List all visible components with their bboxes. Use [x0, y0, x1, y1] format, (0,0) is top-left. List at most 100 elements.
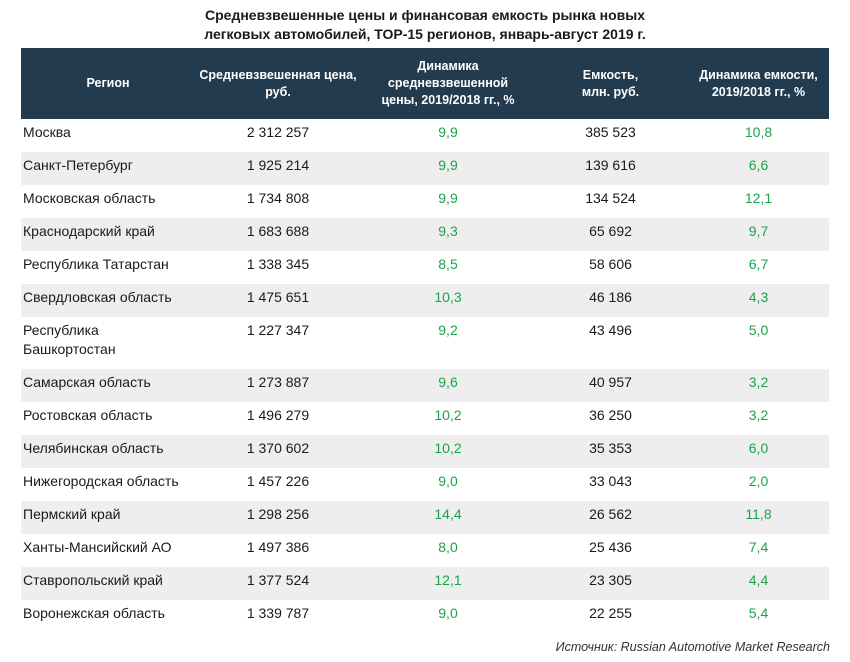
- cell-capacity: 26 562: [589, 506, 632, 522]
- table-body: Москва 2 312 257 9,9 385 523 10,8 Санкт-Петер…: [21, 119, 829, 633]
- cell-price: 1 497 386: [246, 539, 310, 555]
- table-row: Ставропольский край 1 377 524 12,1 23 305 4,…: [21, 567, 829, 600]
- cell-price-dynamics: 9,2: [438, 322, 458, 338]
- cell-price: 1 475 651: [246, 289, 310, 305]
- cell-capacity: 43 496: [589, 322, 632, 338]
- cell-price-dynamics: 9,6: [438, 374, 458, 390]
- cell-region: Пермский край: [23, 506, 121, 522]
- header-price: Средневзвешенная цена, руб.: [199, 67, 357, 99]
- cell-price-dynamics: 9,3: [438, 223, 458, 239]
- cell-capacity-dynamics: 5,0: [748, 322, 769, 338]
- cell-region: Нижегородская область: [23, 473, 179, 489]
- cell-price: 1 734 808: [246, 190, 310, 206]
- cell-price-dynamics: 12,1: [434, 572, 462, 588]
- cell-price: 1 338 345: [246, 256, 310, 272]
- table-row: Республика Татарстан 1 338 345 8,5 58 606 6,…: [21, 251, 829, 284]
- header-price-dynamics: Динамика средневзвешенной цены, 2019/201…: [381, 59, 515, 107]
- table-title: Средневзвешенные цены и финансовая емкос…: [0, 6, 850, 44]
- cell-price: 2 312 257: [246, 124, 310, 140]
- table-header: Регион Средневзвешенная цена, руб. Динам…: [21, 48, 829, 119]
- cell-capacity-dynamics: 4,4: [748, 572, 769, 588]
- cell-region: Санкт-Петербург: [23, 157, 133, 173]
- cell-region: Самарская область: [23, 374, 151, 390]
- table-row: Московская область 1 734 808 9,9 134 524 12,…: [21, 185, 829, 218]
- cell-capacity-dynamics: 11,8: [745, 506, 772, 522]
- cell-price: 1 496 279: [246, 407, 310, 423]
- regions-table: Регион Средневзвешенная цена, руб. Динам…: [21, 48, 829, 633]
- cell-capacity-dynamics: 3,2: [748, 374, 769, 390]
- cell-price-dynamics: 8,5: [438, 256, 458, 272]
- cell-region: Республика Татарстан: [23, 256, 169, 272]
- cell-capacity: 23 305: [589, 572, 632, 588]
- cell-capacity-dynamics: 7,4: [748, 539, 769, 555]
- header-capacity-dynamics: Динамика емкости, 2019/2018 гг., %: [699, 67, 818, 99]
- cell-price-dynamics: 9,9: [438, 124, 458, 140]
- table-row: Санкт-Петербург 1 925 214 9,9 139 616 6,6: [21, 152, 829, 185]
- cell-price: 1 339 787: [246, 605, 310, 621]
- header-capacity: Емкость, млн. руб.: [581, 67, 640, 99]
- cell-price-dynamics: 10,3: [434, 289, 462, 305]
- cell-price: 1 273 887: [246, 374, 310, 390]
- table-row: Свердловская область 1 475 651 10,3 46 186 4…: [21, 284, 829, 317]
- cell-capacity-dynamics: 3,2: [748, 407, 769, 423]
- cell-region: Свердловская область: [23, 289, 172, 305]
- cell-capacity: 58 606: [589, 256, 632, 272]
- cell-capacity: 22 255: [589, 605, 632, 621]
- cell-price-dynamics: 9,0: [438, 473, 458, 489]
- cell-capacity: 385 523: [585, 124, 636, 140]
- cell-capacity-dynamics: 6,6: [748, 157, 769, 173]
- table-row: Краснодарский край 1 683 688 9,3 65 692 9,7: [21, 218, 829, 251]
- cell-price: 1 457 226: [246, 473, 310, 489]
- cell-capacity: 35 353: [589, 440, 632, 456]
- cell-capacity: 40 957: [589, 374, 632, 390]
- cell-region: Ставропольский край: [23, 572, 163, 588]
- table-row: Челябинская область 1 370 602 10,2 35 353 6,…: [21, 435, 829, 468]
- table-row: Самарская область 1 273 887 9,6 40 957 3,2: [21, 369, 829, 402]
- cell-region: Краснодарский край: [23, 223, 155, 239]
- cell-price: 1 298 256: [246, 506, 310, 522]
- cell-capacity: 46 186: [589, 289, 632, 305]
- cell-price-dynamics: 8,0: [438, 539, 458, 555]
- cell-capacity: 139 616: [585, 157, 636, 173]
- cell-region: Московская область: [23, 190, 156, 206]
- table-title-line-2: легковых автомобилей, ТОР-15 регионов, я…: [204, 26, 646, 42]
- table-row: Пермский край 1 298 256 14,4 26 562 11,8: [21, 501, 829, 534]
- cell-region: Москва: [23, 124, 71, 140]
- cell-price-dynamics: 14,4: [434, 506, 462, 522]
- header-region: Регион: [86, 76, 130, 90]
- cell-price-dynamics: 10,2: [434, 407, 462, 423]
- cell-capacity: 134 524: [585, 190, 636, 206]
- table-row: Ханты-Мансийский АО 1 497 386 8,0 25 436 7,4: [21, 534, 829, 567]
- cell-price-dynamics: 9,9: [438, 190, 458, 206]
- cell-price: 1 925 214: [246, 157, 310, 173]
- cell-region: Ростовская область: [23, 407, 153, 423]
- table-row: Нижегородская область 1 457 226 9,0 33 043 2…: [21, 468, 829, 501]
- cell-region: Воронежская область: [23, 605, 165, 621]
- cell-capacity-dynamics: 6,7: [748, 256, 769, 272]
- cell-capacity-dynamics: 10,8: [744, 124, 773, 140]
- cell-capacity: 36 250: [589, 407, 632, 423]
- cell-price-dynamics: 10,2: [434, 440, 462, 456]
- cell-capacity-dynamics: 12,1: [744, 190, 773, 206]
- cell-price-dynamics: 9,9: [438, 157, 458, 173]
- cell-price: 1 227 347: [246, 322, 310, 338]
- cell-price-dynamics: 9,0: [438, 605, 458, 621]
- cell-capacity-dynamics: 5,4: [748, 605, 769, 621]
- table-row: Республика Башкортостан 1 227 347 9,2 43 49…: [21, 317, 829, 369]
- cell-capacity: 25 436: [589, 539, 632, 555]
- cell-region: Республика Башкортостан: [23, 322, 116, 357]
- cell-capacity: 33 043: [589, 473, 632, 489]
- cell-capacity-dynamics: 4,3: [748, 289, 769, 305]
- table-row: Ростовская область 1 496 279 10,2 36 250 3,2: [21, 402, 829, 435]
- cell-price: 1 370 602: [246, 440, 310, 456]
- cell-region: Ханты-Мансийский АО: [23, 539, 172, 555]
- table-row: Москва 2 312 257 9,9 385 523 10,8: [21, 119, 829, 152]
- cell-capacity-dynamics: 9,7: [748, 223, 769, 239]
- cell-price: 1 683 688: [246, 223, 310, 239]
- cell-region: Челябинская область: [23, 440, 164, 456]
- cell-capacity-dynamics: 6,0: [748, 440, 769, 456]
- cell-capacity-dynamics: 2,0: [748, 473, 769, 489]
- table-row: Воронежская область 1 339 787 9,0 22 255 5,4: [21, 600, 829, 633]
- cell-price: 1 377 524: [246, 572, 310, 588]
- table-title-line-1: Средневзвешенные цены и финансовая емкос…: [205, 7, 645, 23]
